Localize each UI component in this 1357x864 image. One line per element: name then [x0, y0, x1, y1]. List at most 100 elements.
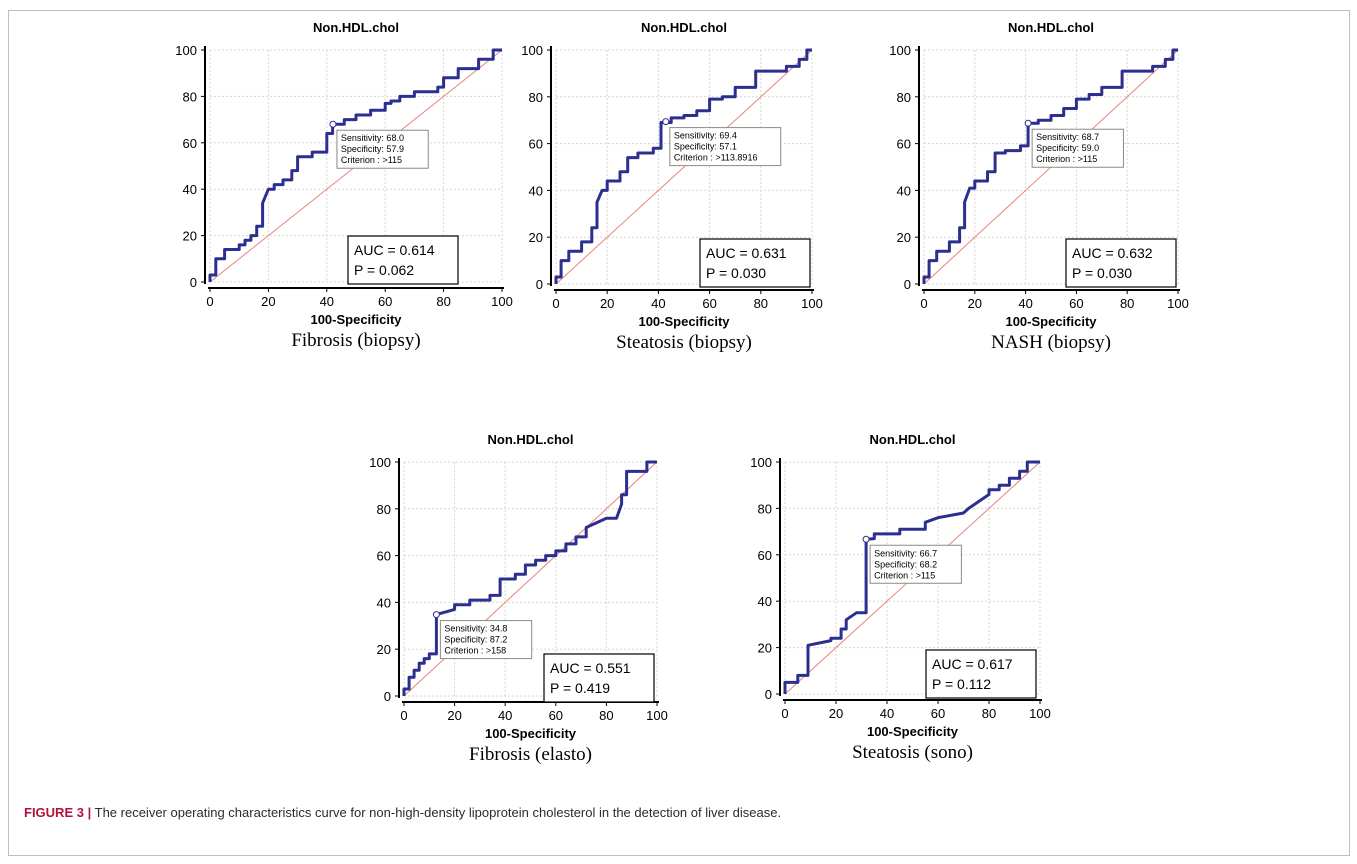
criterion-tooltip-box [869, 544, 962, 584]
criterion-tooltip-line: Criterion : >158 [444, 646, 506, 656]
x-tick-label: 80 [982, 706, 996, 721]
y-tick-label: 20 [529, 230, 543, 245]
x-tick-label: 80 [754, 296, 768, 311]
y-tick-label: 0 [765, 687, 772, 702]
criterion-tooltip-line: Sensitivity: 34.8 [444, 624, 507, 634]
y-tick-label: 100 [750, 455, 772, 470]
y-tick-label: 60 [897, 137, 911, 152]
panel-title: Non.HDL.chol [870, 432, 956, 447]
x-tick-label: 20 [968, 296, 982, 311]
reference-diagonal-line [555, 49, 813, 285]
y-tick-label: 100 [889, 43, 911, 58]
x-axis-label: 100-Specificity [1005, 314, 1097, 329]
roc-panel-2: 0 20 40 60 80 100 0 20 40 60 80 100 Sensitivity: 69.… [521, 20, 823, 353]
criterion-tooltip-line: Specificity: 87.2 [444, 635, 507, 645]
x-tick-label: 20 [261, 294, 275, 309]
auc-stats-box [925, 649, 1037, 699]
auc-stats-line: AUC = 0.631 [706, 245, 787, 261]
x-tick-label: 80 [436, 294, 450, 309]
y-tick-label: 60 [183, 136, 197, 151]
x-tick-label: 100 [801, 296, 823, 311]
criterion-point [862, 535, 870, 543]
auc-stats-box [543, 653, 655, 703]
y-tick-label: 40 [897, 183, 911, 198]
x-tick-label: 0 [920, 296, 927, 311]
y-tick-label: 20 [758, 641, 772, 656]
auc-stats-line: AUC = 0.632 [1072, 245, 1153, 261]
x-tick-label: 0 [781, 706, 788, 721]
roc-panel-4: 0 20 40 60 80 100 0 20 40 60 80 100 Sensitivity: 34.… [369, 432, 668, 765]
auc-stats-box [699, 238, 811, 288]
y-tick-label: 80 [758, 501, 772, 516]
y-tick-label: 40 [529, 183, 543, 198]
caption-label: FIGURE 3 [24, 805, 84, 820]
auc-stats-line: AUC = 0.617 [932, 656, 1013, 672]
auc-stats-box [1065, 238, 1177, 288]
criterion-tooltip-box [439, 620, 533, 660]
x-tick-label: 0 [206, 294, 213, 309]
criterion-tooltip-line: Sensitivity: 69.4 [674, 131, 737, 141]
x-tick-label: 0 [552, 296, 559, 311]
y-tick-label: 100 [369, 455, 391, 470]
y-tick-label: 0 [536, 277, 543, 292]
x-tick-label: 100 [646, 708, 668, 723]
criterion-tooltip-box [336, 129, 429, 169]
x-tick-label: 60 [1069, 296, 1083, 311]
y-tick-label: 100 [521, 43, 543, 58]
criterion-tooltip-line: Specificity: 59.0 [1036, 143, 1099, 153]
y-tick-label: 80 [897, 90, 911, 105]
roc-panel-1: 0 20 40 60 80 100 0 20 40 60 80 100 Sensitivity: 68.… [175, 20, 513, 351]
y-tick-label: 0 [904, 277, 911, 292]
figure-frame [8, 10, 1350, 856]
panel-subcaption: Fibrosis (elasto) [469, 744, 592, 765]
y-tick-label: 100 [175, 43, 197, 58]
panel-title: Non.HDL.chol [1008, 20, 1094, 35]
criterion-point [329, 120, 337, 128]
criterion-tooltip-box [669, 127, 782, 167]
roc-curve-line [554, 48, 812, 284]
criterion-tooltip-line: Specificity: 68.2 [874, 559, 937, 569]
panel-subcaption: Steatosis (biopsy) [616, 332, 752, 353]
auc-stats-line: P = 0.062 [354, 262, 414, 278]
x-tick-label: 60 [549, 708, 563, 723]
panel-title: Non.HDL.chol [313, 20, 399, 35]
x-tick-label: 0 [400, 708, 407, 723]
criterion-tooltip-box [1031, 128, 1124, 168]
criterion-tooltip-line: Sensitivity: 68.7 [1036, 132, 1099, 142]
x-tick-label: 20 [447, 708, 461, 723]
criterion-tooltip-line: Sensitivity: 66.7 [874, 548, 937, 558]
criterion-tooltip-line: Criterion : >113.8916 [674, 153, 758, 163]
auc-stats-line: P = 0.030 [1072, 265, 1132, 281]
criterion-tooltip-line: Criterion : >115 [1036, 154, 1097, 164]
x-tick-label: 80 [1120, 296, 1134, 311]
roc-curve-line [208, 48, 502, 282]
panel-subcaption: Steatosis (sono) [852, 742, 973, 763]
criterion-tooltip-line: Sensitivity: 68.0 [341, 133, 404, 143]
y-tick-label: 40 [758, 594, 772, 609]
y-tick-label: 60 [758, 548, 772, 563]
x-tick-label: 40 [1018, 296, 1032, 311]
panel-title: Non.HDL.chol [488, 432, 574, 447]
x-tick-label: 100 [1029, 706, 1051, 721]
y-tick-label: 80 [377, 502, 391, 517]
y-tick-label: 60 [377, 549, 391, 564]
criterion-tooltip-line: Criterion : >115 [874, 570, 935, 580]
y-tick-label: 20 [377, 642, 391, 657]
x-tick-label: 100 [1167, 296, 1189, 311]
x-tick-label: 80 [599, 708, 613, 723]
auc-stats-line: AUC = 0.551 [550, 660, 631, 676]
x-axis-label: 100-Specificity [867, 724, 959, 739]
panel-title: Non.HDL.chol [641, 20, 727, 35]
y-tick-label: 20 [897, 230, 911, 245]
y-tick-label: 40 [183, 182, 197, 197]
x-tick-label: 60 [378, 294, 392, 309]
x-axis-label: 100-Specificity [485, 726, 577, 741]
roc-curve-line [922, 48, 1178, 284]
x-tick-label: 40 [651, 296, 665, 311]
x-tick-label: 40 [880, 706, 894, 721]
roc-curve-line [402, 460, 657, 696]
y-tick-label: 0 [190, 275, 197, 290]
x-axis-label: 100-Specificity [310, 312, 402, 327]
x-tick-label: 60 [702, 296, 716, 311]
